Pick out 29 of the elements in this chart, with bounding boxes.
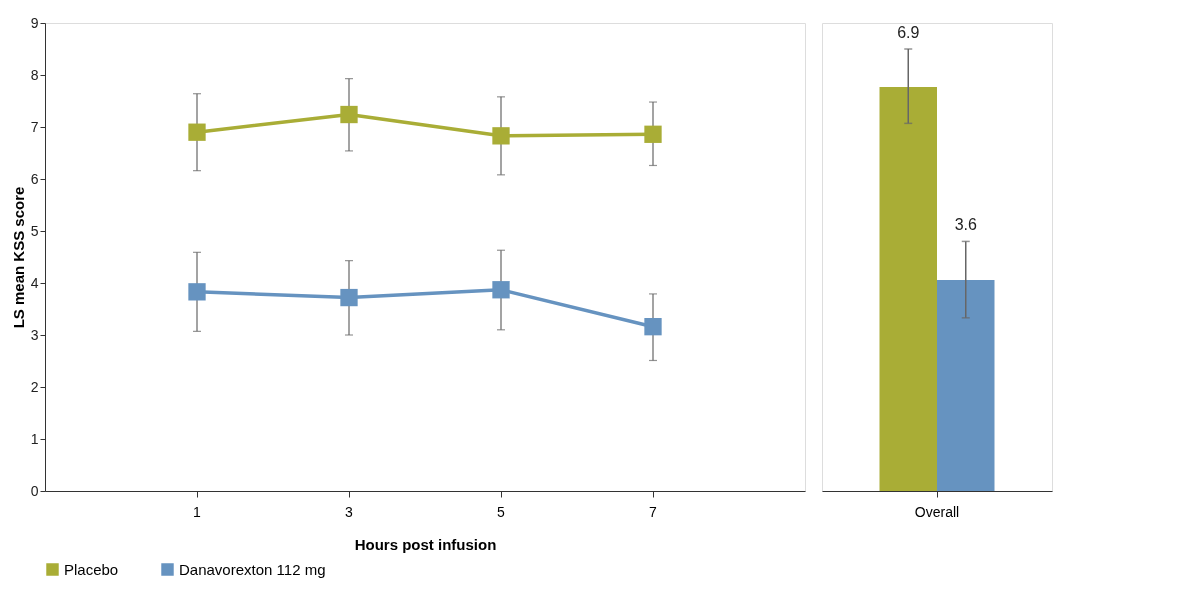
y-tick-label: 9 (30, 14, 39, 31)
x-tick-label: 1 (193, 503, 202, 520)
x-tick-label: 3 (345, 503, 354, 520)
y-tick-label: 6 (30, 170, 39, 187)
legend-label: Placebo (64, 560, 119, 578)
point (340, 288, 358, 307)
y-tick-label: 0 (30, 482, 39, 499)
point (644, 125, 662, 143)
legend-label: Danavorexton 112 mg (179, 560, 326, 578)
x-tick-label: 7 (649, 503, 658, 520)
point (492, 127, 510, 145)
annotation: 3.6 (954, 216, 977, 234)
point (340, 105, 358, 124)
y-tick-label: 5 (30, 222, 39, 239)
y-axis-title: LS mean KSS score (9, 186, 27, 329)
x-tick-label: Overall (914, 503, 960, 520)
point (188, 283, 206, 301)
point (644, 318, 662, 336)
y-tick-label: 8 (30, 66, 39, 83)
x-axis-title: Hours post infusion (354, 535, 497, 553)
y-tick-label: 4 (30, 274, 39, 291)
point (188, 123, 206, 141)
y-tick-label: 3 (30, 326, 39, 343)
x-tick-label: 5 (497, 503, 506, 520)
y-tick-label: 1 (30, 430, 39, 447)
y-tick-label: 7 (30, 118, 39, 135)
point (492, 281, 510, 299)
annotation: 6.9 (897, 24, 920, 41)
y-tick-label: 2 (30, 378, 39, 395)
